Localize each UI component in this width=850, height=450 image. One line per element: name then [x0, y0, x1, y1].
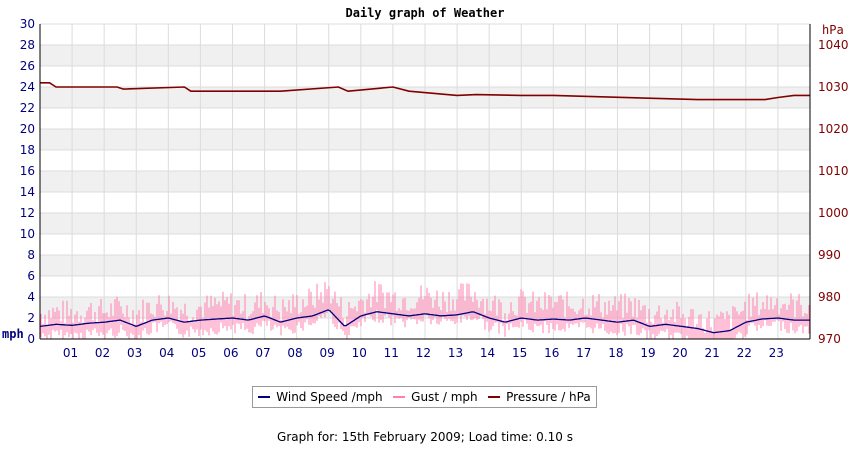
x-tick-label: 08 — [287, 346, 302, 360]
legend-swatch-pressure — [488, 396, 501, 398]
left-tick-label: 18 — [20, 143, 35, 157]
left-tick-label: 14 — [20, 185, 35, 199]
footer-status: Graph for: 15th February 2009; Load time… — [277, 430, 573, 444]
x-tick-label: 10 — [352, 346, 367, 360]
x-tick-label: 11 — [384, 346, 399, 360]
left-tick-label: 22 — [20, 101, 35, 115]
x-tick-label: 03 — [127, 346, 142, 360]
left-tick-label: 6 — [27, 269, 35, 283]
left-tick-label: 2 — [27, 311, 35, 325]
right-tick-label: 970 — [818, 332, 841, 346]
x-tick-label: 14 — [480, 346, 495, 360]
right-tick-label: 1010 — [818, 164, 849, 178]
x-tick-label: 05 — [191, 346, 206, 360]
series-lines — [39, 82, 810, 334]
x-tick-label: 21 — [705, 346, 720, 360]
pressure-series-line — [40, 82, 810, 101]
legend: Wind Speed /mph Gust / mph Pressure / hP… — [252, 386, 597, 408]
wind-speed-series-line — [39, 309, 810, 334]
x-tick-label: 20 — [672, 346, 687, 360]
legend-item-pressure: Pressure / hPa — [488, 390, 591, 404]
x-tick-label: 18 — [608, 346, 623, 360]
x-tick-label: 15 — [512, 346, 527, 360]
x-tick-label: 06 — [223, 346, 238, 360]
x-tick-label: 17 — [576, 346, 591, 360]
right-tick-label: 990 — [818, 248, 841, 262]
legend-item-gust: Gust / mph — [393, 390, 478, 404]
left-tick-label: 8 — [27, 248, 35, 262]
left-tick-label: 26 — [20, 59, 35, 73]
x-tick-label: 22 — [737, 346, 752, 360]
legend-label-gust: Gust / mph — [411, 390, 478, 404]
right-tick-label: 1020 — [818, 122, 849, 136]
left-axis-unit: mph — [2, 327, 24, 341]
left-tick-label: 20 — [20, 122, 35, 136]
legend-swatch-gust — [393, 396, 406, 398]
x-tick-label: 02 — [95, 346, 110, 360]
right-tick-label: 1030 — [818, 80, 849, 94]
legend-label-wind: Wind Speed /mph — [276, 390, 383, 404]
legend-swatch-wind — [258, 396, 271, 398]
x-tick-label: 16 — [544, 346, 559, 360]
right-tick-label: 1000 — [818, 206, 849, 220]
x-tick-label: 13 — [448, 346, 463, 360]
x-axis-ticks: 01 02 03 04 05 06 07 08 09 10 11 12 13 14 15 16 17 18 19 20… — [63, 346, 784, 360]
x-tick-label: 12 — [416, 346, 431, 360]
left-tick-label: 16 — [20, 164, 35, 178]
left-tick-label: 4 — [27, 290, 35, 304]
x-tick-label: 01 — [63, 346, 78, 360]
legend-item-wind: Wind Speed /mph — [258, 390, 383, 404]
right-axis-unit: hPa — [822, 23, 844, 37]
left-tick-label: 24 — [20, 80, 35, 94]
right-tick-label: 980 — [818, 290, 841, 304]
left-tick-label: 10 — [20, 227, 35, 241]
right-axis-ticks: 970 980 990 1000 1010 1020 1030 1040 — [818, 38, 849, 346]
left-tick-label: 28 — [20, 38, 35, 52]
x-tick-label: 23 — [769, 346, 784, 360]
legend-label-pressure: Pressure / hPa — [506, 390, 591, 404]
left-tick-label: 12 — [20, 206, 35, 220]
x-tick-label: 07 — [255, 346, 270, 360]
chart-title: Daily graph of Weather — [346, 6, 505, 20]
x-tick-label: 04 — [159, 346, 174, 360]
left-tick-label: 30 — [20, 17, 35, 31]
chart-axes — [39, 24, 811, 340]
right-tick-label: 1040 — [818, 38, 849, 52]
left-tick-label: 0 — [27, 332, 35, 346]
x-tick-label: 19 — [640, 346, 655, 360]
x-tick-label: 09 — [320, 346, 335, 360]
